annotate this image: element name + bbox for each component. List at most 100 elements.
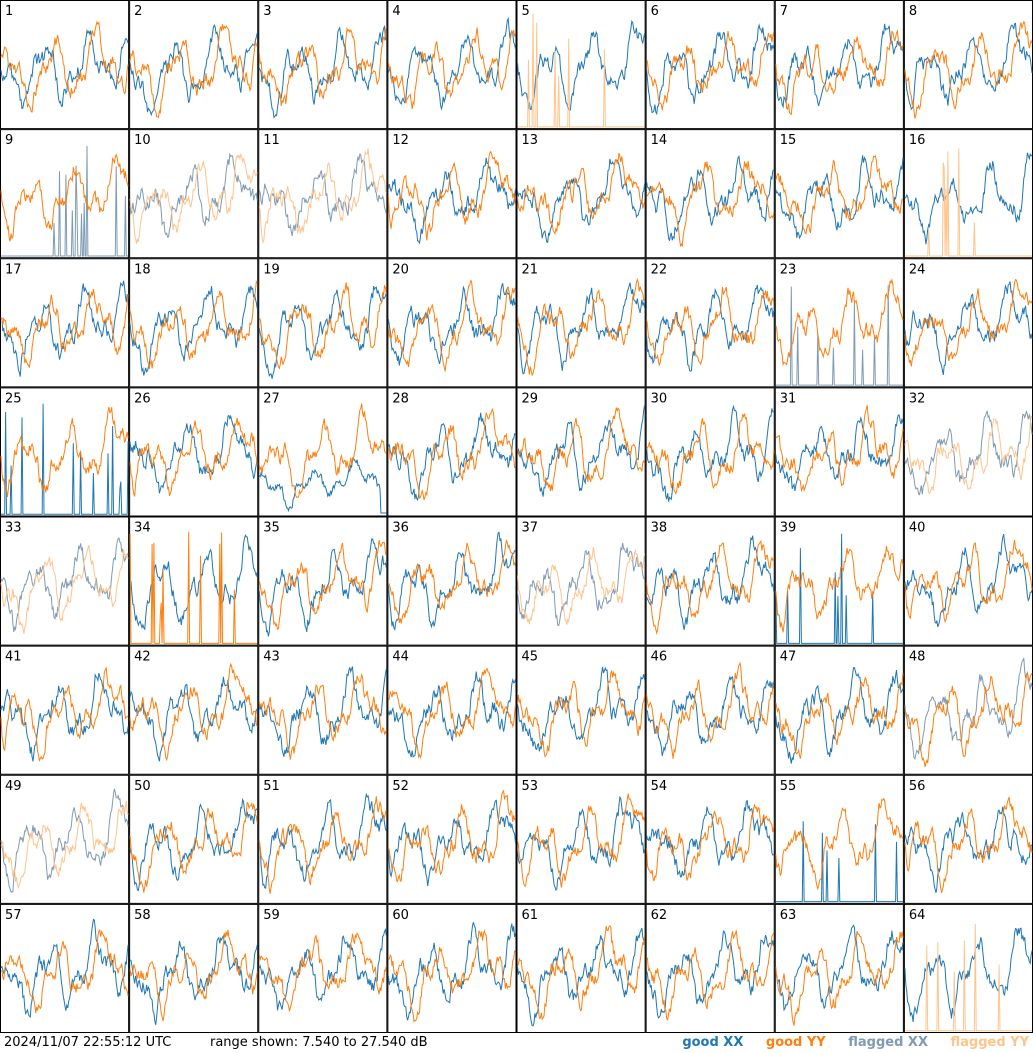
panel-frame — [774, 516, 904, 646]
series-line-xx — [904, 657, 1033, 761]
panel: 62 — [645, 903, 775, 1033]
panel-frame — [129, 387, 259, 517]
panel: 5 — [516, 0, 646, 130]
panel: 14 — [645, 129, 775, 259]
series-line-xx — [904, 806, 1033, 893]
panel-label: 38 — [651, 521, 668, 536]
panel-label: 14 — [651, 133, 668, 148]
series-line-xx — [387, 157, 516, 245]
series-line-xx — [646, 23, 775, 116]
series-line-xx — [904, 927, 1033, 1022]
panel-label: 41 — [5, 650, 22, 665]
series-line-xx — [0, 537, 129, 632]
panel-label: 62 — [651, 908, 668, 923]
panel: 29 — [516, 387, 646, 517]
panel-frame — [258, 516, 388, 646]
panel: 13 — [516, 129, 646, 259]
panel-frame — [0, 258, 130, 388]
panel: 11 — [258, 129, 388, 259]
panel-frame — [387, 774, 517, 904]
series-line-yy — [0, 929, 129, 1014]
panel-frame — [516, 0, 646, 130]
panel: 46 — [645, 645, 775, 775]
series-line-yy — [388, 539, 516, 624]
panel-frame — [0, 903, 130, 1033]
series-line-yy — [517, 924, 646, 1021]
series-line-xx — [387, 922, 516, 1021]
series-line-yy — [258, 148, 387, 244]
series-line-xx — [904, 409, 1033, 496]
panel-label: 23 — [780, 262, 797, 277]
panel-frame — [774, 387, 904, 517]
series-line-xx — [775, 23, 904, 109]
panel-label: 24 — [909, 262, 926, 277]
series-line-yy — [775, 545, 904, 633]
series-line-yy — [129, 531, 258, 644]
panel-label: 7 — [780, 4, 788, 19]
panel-frame — [129, 129, 259, 259]
series-line-xx — [0, 918, 129, 1019]
series-line-yy — [387, 150, 516, 241]
panel-frame — [645, 645, 775, 775]
panel-frame — [774, 774, 904, 904]
panel-label: 32 — [909, 391, 926, 406]
series-line-yy — [904, 148, 1032, 257]
panel-label: 27 — [263, 391, 280, 406]
panel-frame — [645, 774, 775, 904]
panel-label: 34 — [134, 521, 151, 536]
panel-label: 46 — [651, 650, 668, 665]
series-line-yy — [258, 796, 387, 894]
panel: 3 — [258, 0, 388, 130]
series-line-yy — [0, 153, 129, 242]
series-line-yy — [0, 288, 129, 368]
series-line-yy — [387, 279, 516, 372]
series-line-yy — [904, 539, 1033, 624]
series-line-yy — [387, 667, 516, 760]
panel-frame — [645, 0, 775, 130]
series-line-yy — [258, 403, 387, 498]
panel-label: 30 — [651, 391, 668, 406]
panel-label: 36 — [392, 521, 409, 536]
panel-label: 16 — [909, 133, 926, 148]
panel-label: 5 — [522, 4, 530, 19]
panel: 59 — [258, 903, 388, 1033]
panel-label: 56 — [909, 779, 926, 794]
panel-label: 61 — [522, 908, 539, 923]
panel-frame — [0, 387, 130, 517]
series-line-xx — [258, 285, 387, 379]
series-line-xx — [517, 282, 646, 375]
series-line-xx — [129, 534, 258, 631]
panel: 18 — [129, 258, 259, 388]
panel: 28 — [387, 387, 517, 517]
series-line-yy — [904, 20, 1033, 119]
series-line-yy — [129, 152, 258, 245]
panel-label: 25 — [5, 391, 22, 406]
panel: 61 — [516, 903, 646, 1033]
panel-label: 51 — [263, 779, 280, 794]
panel: 19 — [258, 258, 388, 388]
panel-label: 54 — [651, 779, 668, 794]
series-line-yy — [646, 286, 775, 366]
panel-label: 6 — [651, 4, 659, 19]
panel-label: 35 — [263, 521, 280, 536]
panel-label: 53 — [522, 779, 539, 794]
panel: 56 — [903, 774, 1033, 904]
series-line-yy — [258, 539, 387, 631]
series-line-yy — [904, 923, 1032, 1032]
series-line-xx — [775, 821, 903, 903]
series-line-xx — [0, 788, 129, 893]
series-line-yy — [904, 796, 1033, 893]
panel: 37 — [516, 516, 646, 646]
series-line-xx — [775, 533, 903, 644]
panel-frame — [387, 387, 517, 517]
panel: 32 — [903, 387, 1033, 517]
series-line-yy — [258, 931, 387, 1012]
series-line-yy — [517, 277, 645, 377]
series-line-yy — [258, 672, 387, 760]
panel: 63 — [774, 903, 904, 1033]
panel-label: 40 — [909, 521, 926, 536]
series-line-yy — [517, 13, 645, 128]
range-label: range shown: 7.540 to 27.540 dB — [210, 1035, 428, 1050]
panel: 25 — [0, 387, 130, 517]
